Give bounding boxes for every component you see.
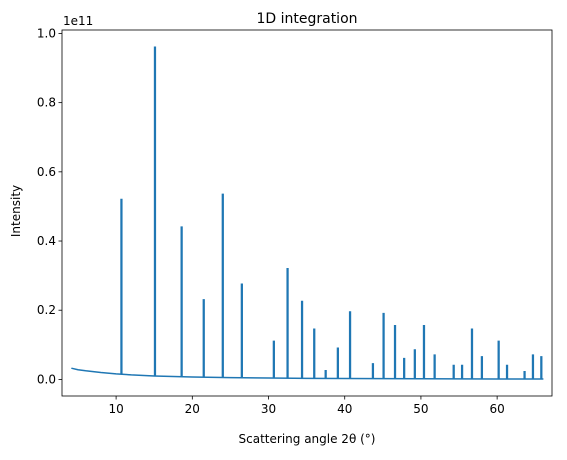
peak-14 (371, 363, 375, 379)
peak-1 (120, 198, 123, 375)
peak-24 (480, 356, 484, 379)
y-tick-label-1: 0.2 (37, 303, 56, 317)
peak-5 (221, 193, 224, 378)
chart-title: 1D integration (256, 11, 357, 27)
peak-17 (403, 357, 406, 379)
peak-9 (300, 300, 304, 379)
x-tick-label-20: 20 (185, 402, 200, 416)
x-axis-label: Scattering angle 2θ (°) (239, 432, 376, 446)
peak-10 (313, 328, 316, 379)
y-tick-label-5: 1.0 (37, 26, 56, 40)
x-tick-label-10: 10 (108, 402, 123, 416)
y-tick-label-0: 0.0 (37, 372, 56, 386)
y-tick-label-4: 0.8 (37, 96, 56, 110)
axis-ticks: 10 20 30 40 50 60 0.0 0.2 0.4 0.6 0.8 1.0 (37, 26, 505, 416)
peak-29 (540, 356, 543, 380)
peak-6 (240, 283, 243, 378)
peak-16 (393, 325, 397, 379)
peak-25 (497, 340, 500, 379)
peak-23 (470, 328, 474, 379)
peak-11 (324, 370, 327, 379)
peak-26 (505, 364, 509, 379)
y-multiplier-label: 1e11 (63, 14, 93, 28)
peak-7 (272, 340, 275, 379)
peak-2 (153, 46, 157, 376)
peak-13 (348, 311, 352, 379)
x-tick-label-60: 60 (489, 402, 504, 416)
peak-27 (523, 371, 526, 380)
peak-12 (336, 347, 339, 379)
peak-18 (413, 349, 416, 379)
x-tick-label-50: 50 (413, 402, 428, 416)
y-tick-label-3: 0.6 (37, 165, 56, 179)
x-tick-label-40: 40 (337, 402, 352, 416)
peak-8 (286, 267, 289, 379)
y-axis-label: Intensity (9, 185, 23, 237)
peak-21 (452, 364, 455, 379)
peak-28 (531, 354, 535, 380)
axes-frame (61, 29, 553, 397)
peak-4 (202, 299, 205, 378)
y-tick-label-2: 0.4 (37, 234, 56, 248)
peak-19 (422, 325, 426, 379)
peak-20 (433, 354, 436, 379)
plot-area (61, 29, 553, 397)
peak-15 (382, 312, 385, 379)
peak-22 (460, 364, 464, 379)
peak-3 (180, 226, 183, 377)
x-tick-label-30: 30 (261, 402, 276, 416)
